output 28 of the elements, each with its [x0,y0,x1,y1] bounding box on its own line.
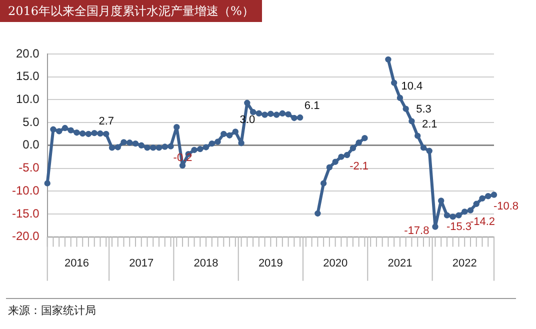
x-tick-label: 2016 [64,257,89,270]
data-label: 2.7 [98,116,114,128]
chart-title: 2016年以来全国月度累计水泥产量增速（%） [0,0,262,22]
data-label: -17.8 [404,224,430,237]
y-tick-label: 15.0 [16,69,40,84]
y-tick-label: -15.0 [12,206,40,220]
data-label: -2.1 [350,160,369,173]
x-tick-label: 2018 [194,257,218,270]
y-tick-label: 0.0 [22,138,40,152]
y-tick-label: -5.0 [18,160,40,175]
y-tick-label: 5.0 [22,114,40,129]
x-tick-label: 2017 [129,257,154,270]
x-tick-label: 2022 [452,257,477,270]
data-label: -10.8 [493,200,519,212]
x-tick-label: 2020 [323,257,348,270]
source-note: 来源：国家统计局 [8,303,97,318]
y-tick-label: 10.0 [16,92,40,106]
data-label: 2.1 [422,118,438,130]
y-tick-label: -10.0 [12,183,40,198]
data-label: -14.2 [470,216,496,228]
data-label: 6.1 [304,100,320,112]
y-tick-label: 20.0 [16,46,40,60]
data-label: 5.3 [416,104,432,116]
data-label: 10.4 [401,80,423,92]
data-label: -15.3 [446,220,472,233]
x-tick-label: 2021 [388,257,412,270]
x-tick-label: 2019 [258,257,283,270]
y-tick-label: -20.0 [12,229,40,244]
